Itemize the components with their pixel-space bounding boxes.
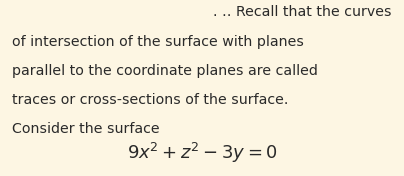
Text: traces or cross-sections of the surface.: traces or cross-sections of the surface. xyxy=(12,93,288,107)
Text: . ‥ Recall that the curves: . ‥ Recall that the curves xyxy=(213,5,392,19)
Text: $9x^2 + z^2 - 3y = 0$: $9x^2 + z^2 - 3y = 0$ xyxy=(127,141,277,165)
Text: parallel to the coordinate planes are called: parallel to the coordinate planes are ca… xyxy=(12,64,318,78)
Text: of intersection of the surface with planes: of intersection of the surface with plan… xyxy=(12,35,304,49)
Text: Consider the surface: Consider the surface xyxy=(12,122,160,136)
